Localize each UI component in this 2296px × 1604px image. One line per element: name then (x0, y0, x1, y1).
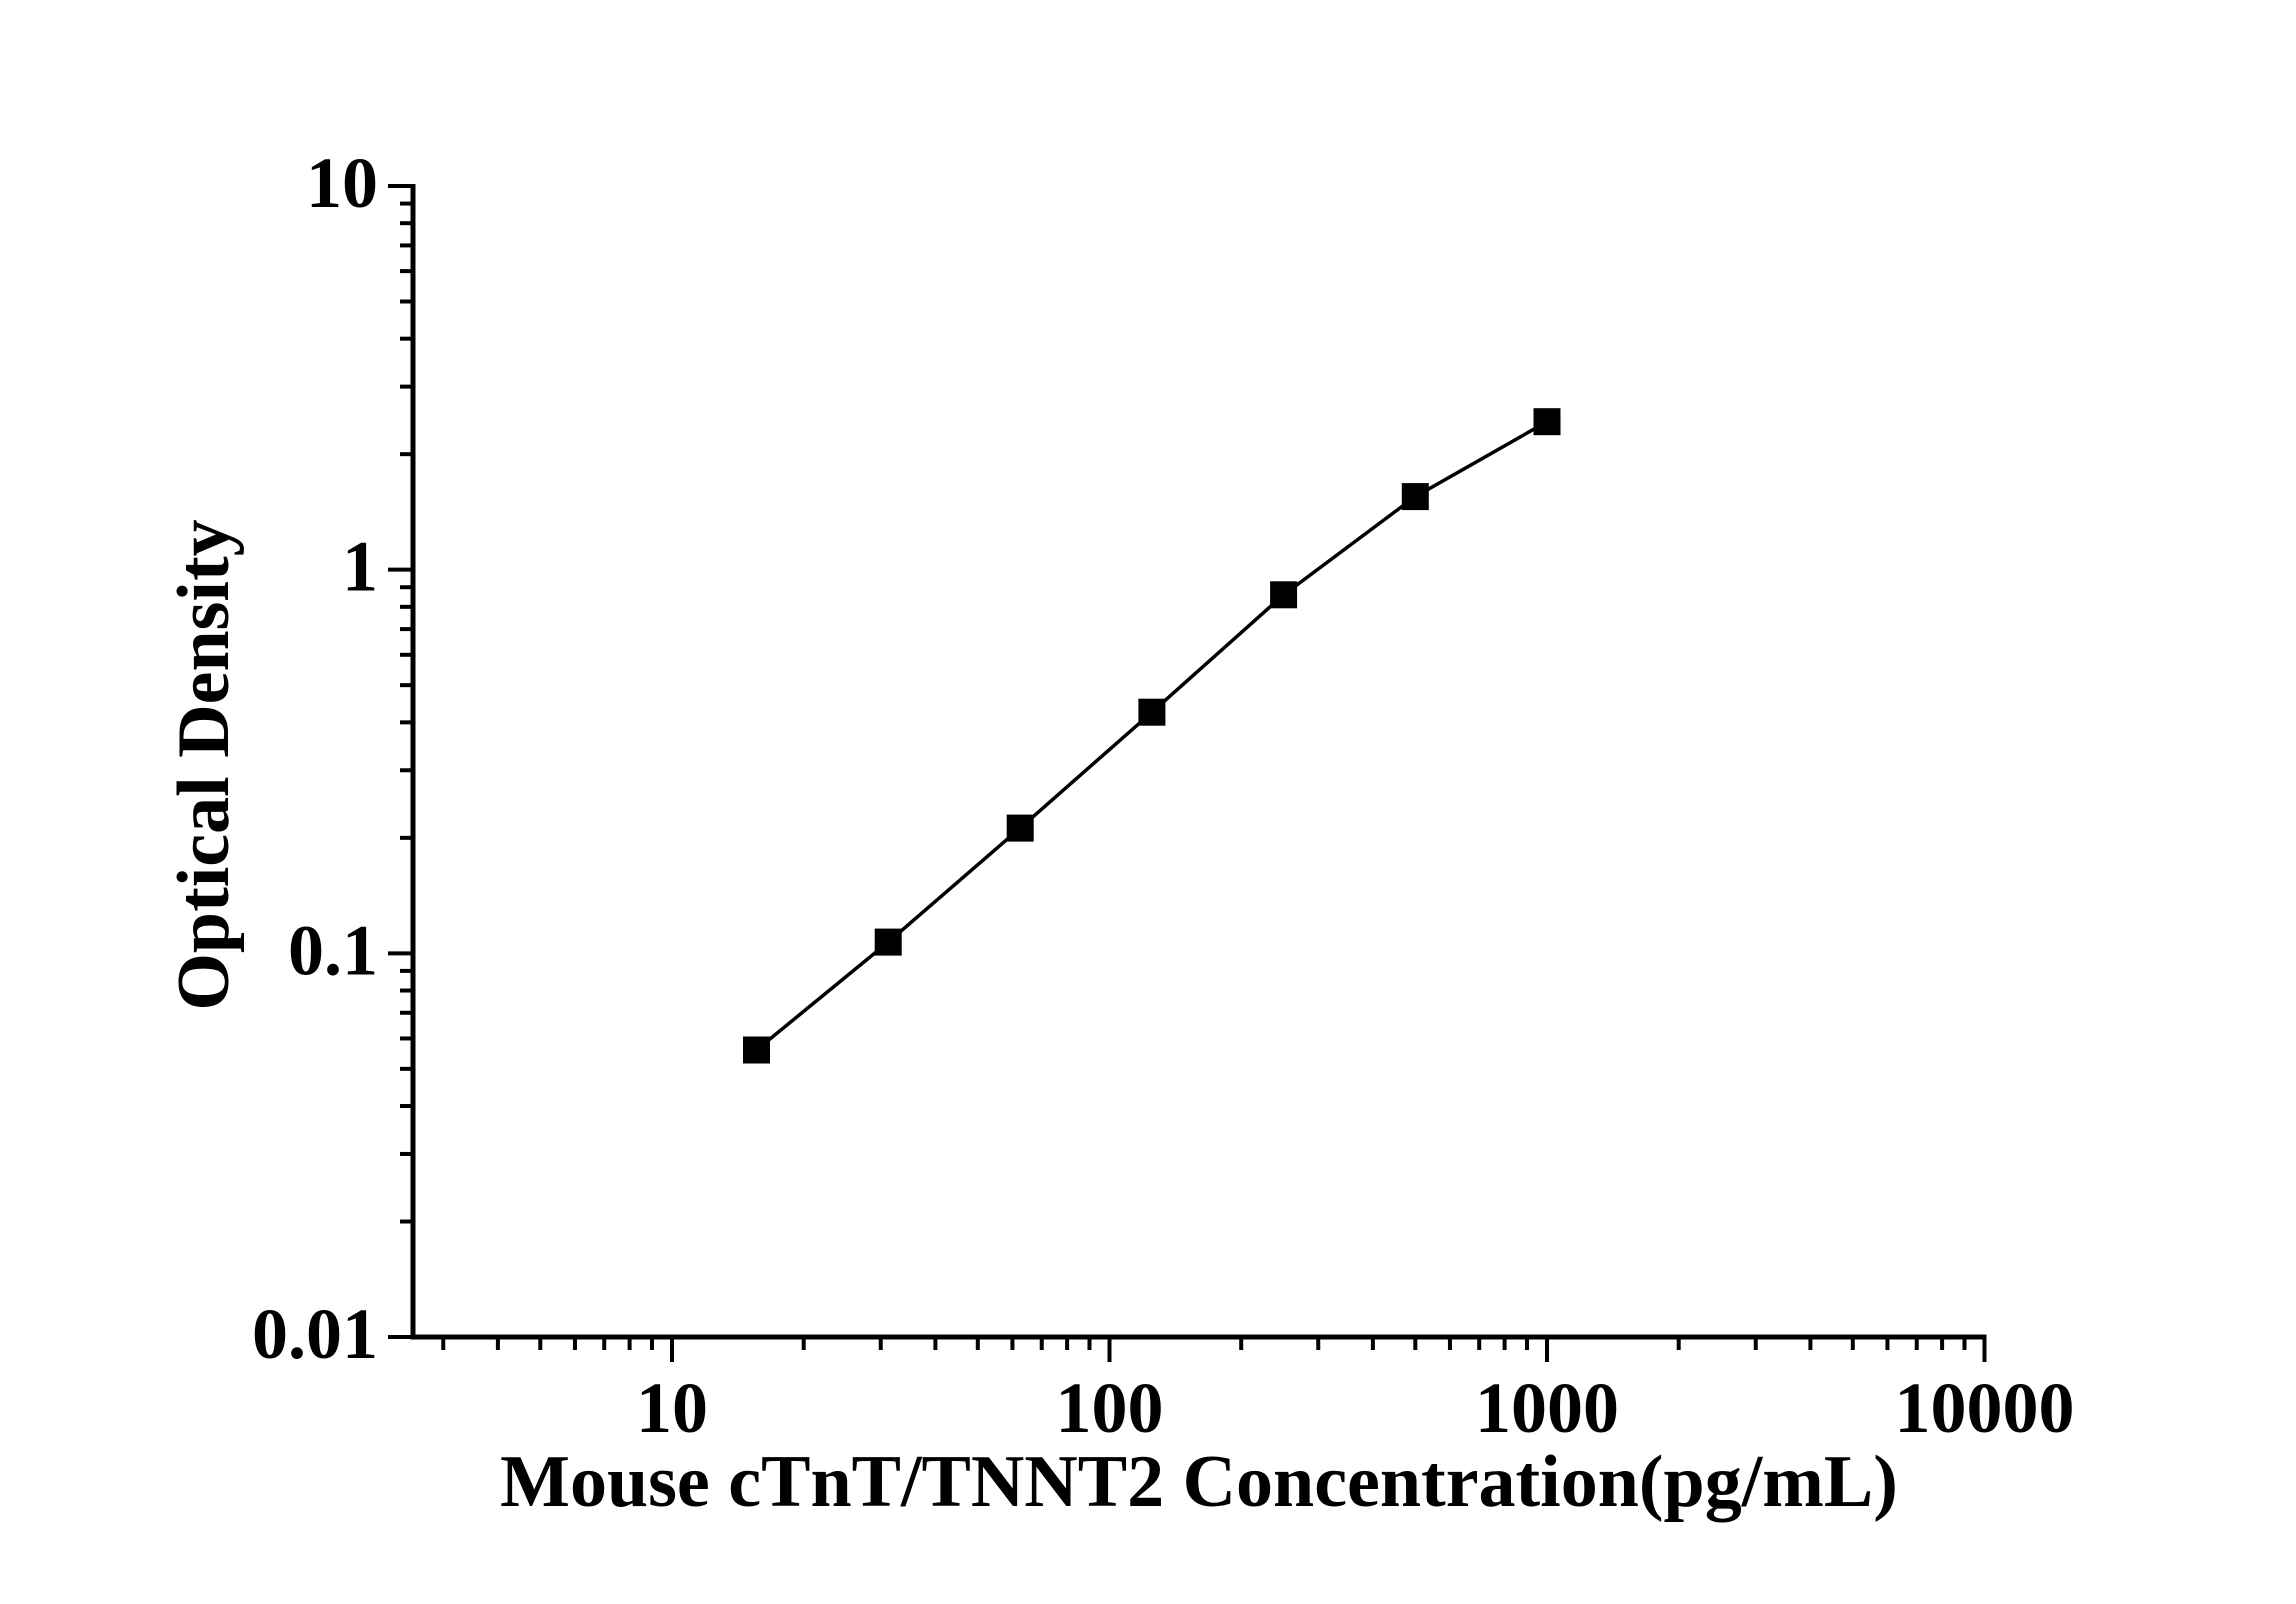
data-series (743, 408, 1561, 1064)
x-axis-title: Mouse cTnT/TNNT2 Concentration(pg/mL) (500, 1441, 1898, 1523)
y-tick-label: 0.01 (252, 1294, 378, 1374)
x-tick-label: 100 (1056, 1368, 1164, 1448)
y-tick-label: 0.1 (288, 910, 378, 990)
y-axis-title: Optical Density (163, 519, 245, 1010)
data-point-marker (1006, 814, 1034, 842)
y-tick-label: 1 (342, 527, 378, 607)
data-point-marker (874, 928, 902, 956)
y-tick-label: 10 (306, 143, 378, 223)
data-point-marker (1270, 581, 1298, 609)
series-line (755, 420, 1548, 1052)
data-point-marker (1533, 408, 1561, 436)
tick-labels: 10 100 1000 10000 10 1 0.1 0.01 (252, 143, 2075, 1448)
x-tick-label: 1000 (1475, 1368, 1619, 1448)
data-point-marker (1401, 483, 1429, 511)
data-point-marker (743, 1036, 770, 1064)
x-tick-label: 10 (636, 1368, 708, 1448)
axes (388, 184, 1987, 1362)
x-tick-label: 10000 (1895, 1368, 2075, 1448)
data-point-marker (1138, 698, 1166, 726)
